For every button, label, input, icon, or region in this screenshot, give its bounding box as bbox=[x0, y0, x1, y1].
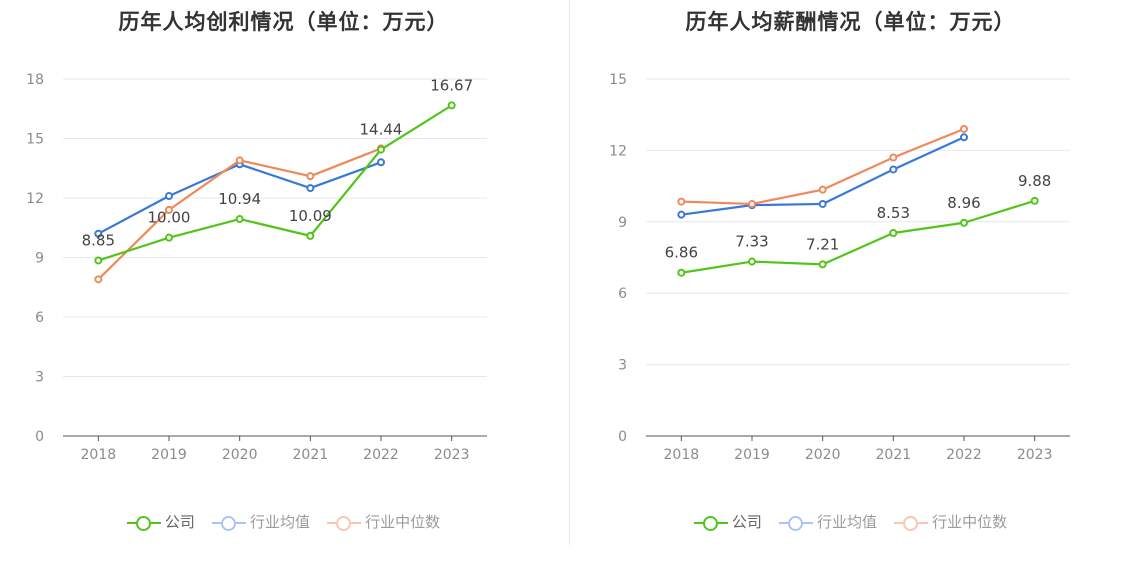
data-point bbox=[748, 199, 756, 208]
legend-item-industry-average[interactable]: 行业均值 bbox=[778, 511, 877, 532]
chart-legend: 公司 行业均值 行业中位数 bbox=[0, 511, 567, 532]
legend-swatch-icon bbox=[126, 515, 161, 531]
y-tick-label: 9 bbox=[618, 215, 627, 231]
chart-title: 历年人均创利情况（单位：万元） bbox=[118, 10, 449, 34]
legend-item-industry-median[interactable]: 行业中位数 bbox=[894, 511, 1007, 532]
data-label: 16.67 bbox=[430, 76, 473, 94]
data-point bbox=[677, 197, 686, 206]
data-point bbox=[306, 172, 315, 181]
data-point bbox=[377, 158, 385, 167]
x-tick-label: 2022 bbox=[946, 447, 982, 463]
data-point bbox=[677, 268, 686, 277]
legend-swatch-icon bbox=[894, 515, 929, 531]
x-tick-label: 2018 bbox=[81, 447, 117, 463]
y-tick-label: 18 bbox=[26, 72, 44, 88]
y-tick-label: 12 bbox=[609, 143, 627, 159]
data-point bbox=[235, 156, 244, 165]
legend-label: 行业均值 bbox=[816, 513, 877, 531]
data-point bbox=[889, 153, 898, 162]
data-point bbox=[818, 199, 827, 208]
legend-item-company[interactable]: 公司 bbox=[693, 511, 762, 532]
data-label: 7.21 bbox=[806, 235, 839, 253]
data-label: 10.94 bbox=[218, 190, 261, 208]
y-tick-label: 9 bbox=[35, 251, 44, 267]
x-tick-label: 2022 bbox=[363, 447, 399, 463]
panel-divider bbox=[569, 0, 570, 545]
data-point bbox=[306, 184, 315, 193]
data-point bbox=[960, 133, 968, 142]
legend-swatch-icon bbox=[778, 515, 813, 531]
data-label: 9.88 bbox=[1018, 172, 1051, 190]
data-point bbox=[165, 192, 173, 201]
data-label: 8.53 bbox=[877, 204, 910, 222]
data-point bbox=[677, 210, 686, 219]
y-tick-label: 3 bbox=[618, 358, 627, 374]
y-tick-label: 15 bbox=[26, 132, 44, 148]
data-point bbox=[818, 260, 827, 269]
data-label: 10.09 bbox=[289, 207, 332, 225]
data-point bbox=[94, 275, 103, 284]
legend-label: 行业中位数 bbox=[365, 513, 441, 531]
x-tick-label: 2019 bbox=[151, 447, 187, 463]
legend-item-company[interactable]: 公司 bbox=[126, 511, 195, 532]
data-point bbox=[94, 256, 103, 265]
x-tick-label: 2020 bbox=[222, 447, 258, 463]
data-point bbox=[306, 231, 315, 240]
data-point bbox=[748, 257, 756, 266]
data-label: 14.44 bbox=[360, 121, 403, 139]
data-point bbox=[889, 228, 898, 237]
data-label: 8.96 bbox=[947, 194, 980, 212]
legend-label: 公司 bbox=[731, 513, 762, 531]
data-point bbox=[889, 165, 898, 174]
data-label: 7.33 bbox=[735, 233, 768, 251]
legend-label: 行业均值 bbox=[249, 513, 310, 531]
data-point bbox=[818, 185, 827, 194]
legend-swatch-icon bbox=[693, 515, 728, 531]
data-point bbox=[960, 218, 968, 227]
y-tick-label: 0 bbox=[35, 429, 44, 445]
data-point bbox=[235, 215, 244, 224]
data-point bbox=[94, 229, 103, 238]
chart-plot: 0 3 6 9 12 15 2018 2019 2020 2021 2022 2023 6.86 7.33… bbox=[609, 72, 1070, 463]
data-point bbox=[960, 124, 968, 133]
x-tick-label: 2023 bbox=[434, 447, 470, 463]
y-tick-label: 3 bbox=[35, 370, 44, 386]
y-tick-label: 15 bbox=[609, 72, 627, 88]
x-tick-label: 2021 bbox=[876, 447, 912, 463]
legend-swatch-icon bbox=[327, 515, 362, 531]
legend-swatch-icon bbox=[211, 515, 246, 531]
legend-label: 公司 bbox=[164, 513, 195, 531]
y-tick-label: 12 bbox=[26, 191, 44, 207]
data-label: 8.85 bbox=[82, 231, 115, 249]
x-tick-label: 2019 bbox=[734, 447, 770, 463]
chart-title: 历年人均薪酬情况（单位：万元） bbox=[685, 10, 1016, 34]
series-line-0 bbox=[97, 104, 453, 262]
legend-label: 行业中位数 bbox=[932, 513, 1008, 531]
chart-plot: 0 3 6 9 12 15 18 2018 2019 2020 2021 2022 2023 8.85 10… bbox=[26, 72, 487, 463]
data-point bbox=[447, 101, 456, 110]
data-point bbox=[165, 205, 173, 214]
y-tick-label: 6 bbox=[35, 310, 44, 326]
legend-item-industry-median[interactable]: 行业中位数 bbox=[327, 511, 440, 532]
data-point bbox=[377, 145, 385, 154]
chart-panel-profit: 历年人均创利情况（单位：万元） 0 3 6 9 12 15 18 2018 2019 2020 20… bbox=[0, 10, 567, 532]
data-point bbox=[165, 233, 173, 242]
y-tick-label: 6 bbox=[618, 286, 627, 302]
chart-panel-salary: 历年人均薪酬情况（单位：万元） 0 3 6 9 12 15 2018 2019 2020 2021… bbox=[567, 0, 1134, 582]
x-tick-label: 2021 bbox=[293, 447, 329, 463]
chart-legend: 公司 行业均值 行业中位数 bbox=[567, 511, 1134, 532]
data-label: 6.86 bbox=[665, 244, 698, 262]
x-tick-label: 2023 bbox=[1017, 447, 1053, 463]
series-line-0 bbox=[681, 199, 1035, 274]
data-point bbox=[1030, 196, 1039, 205]
data-label: 10.00 bbox=[148, 209, 191, 227]
legend-item-industry-average[interactable]: 行业均值 bbox=[211, 511, 310, 532]
y-tick-label: 0 bbox=[618, 429, 627, 445]
x-tick-label: 2020 bbox=[805, 447, 841, 463]
x-tick-label: 2018 bbox=[664, 447, 700, 463]
